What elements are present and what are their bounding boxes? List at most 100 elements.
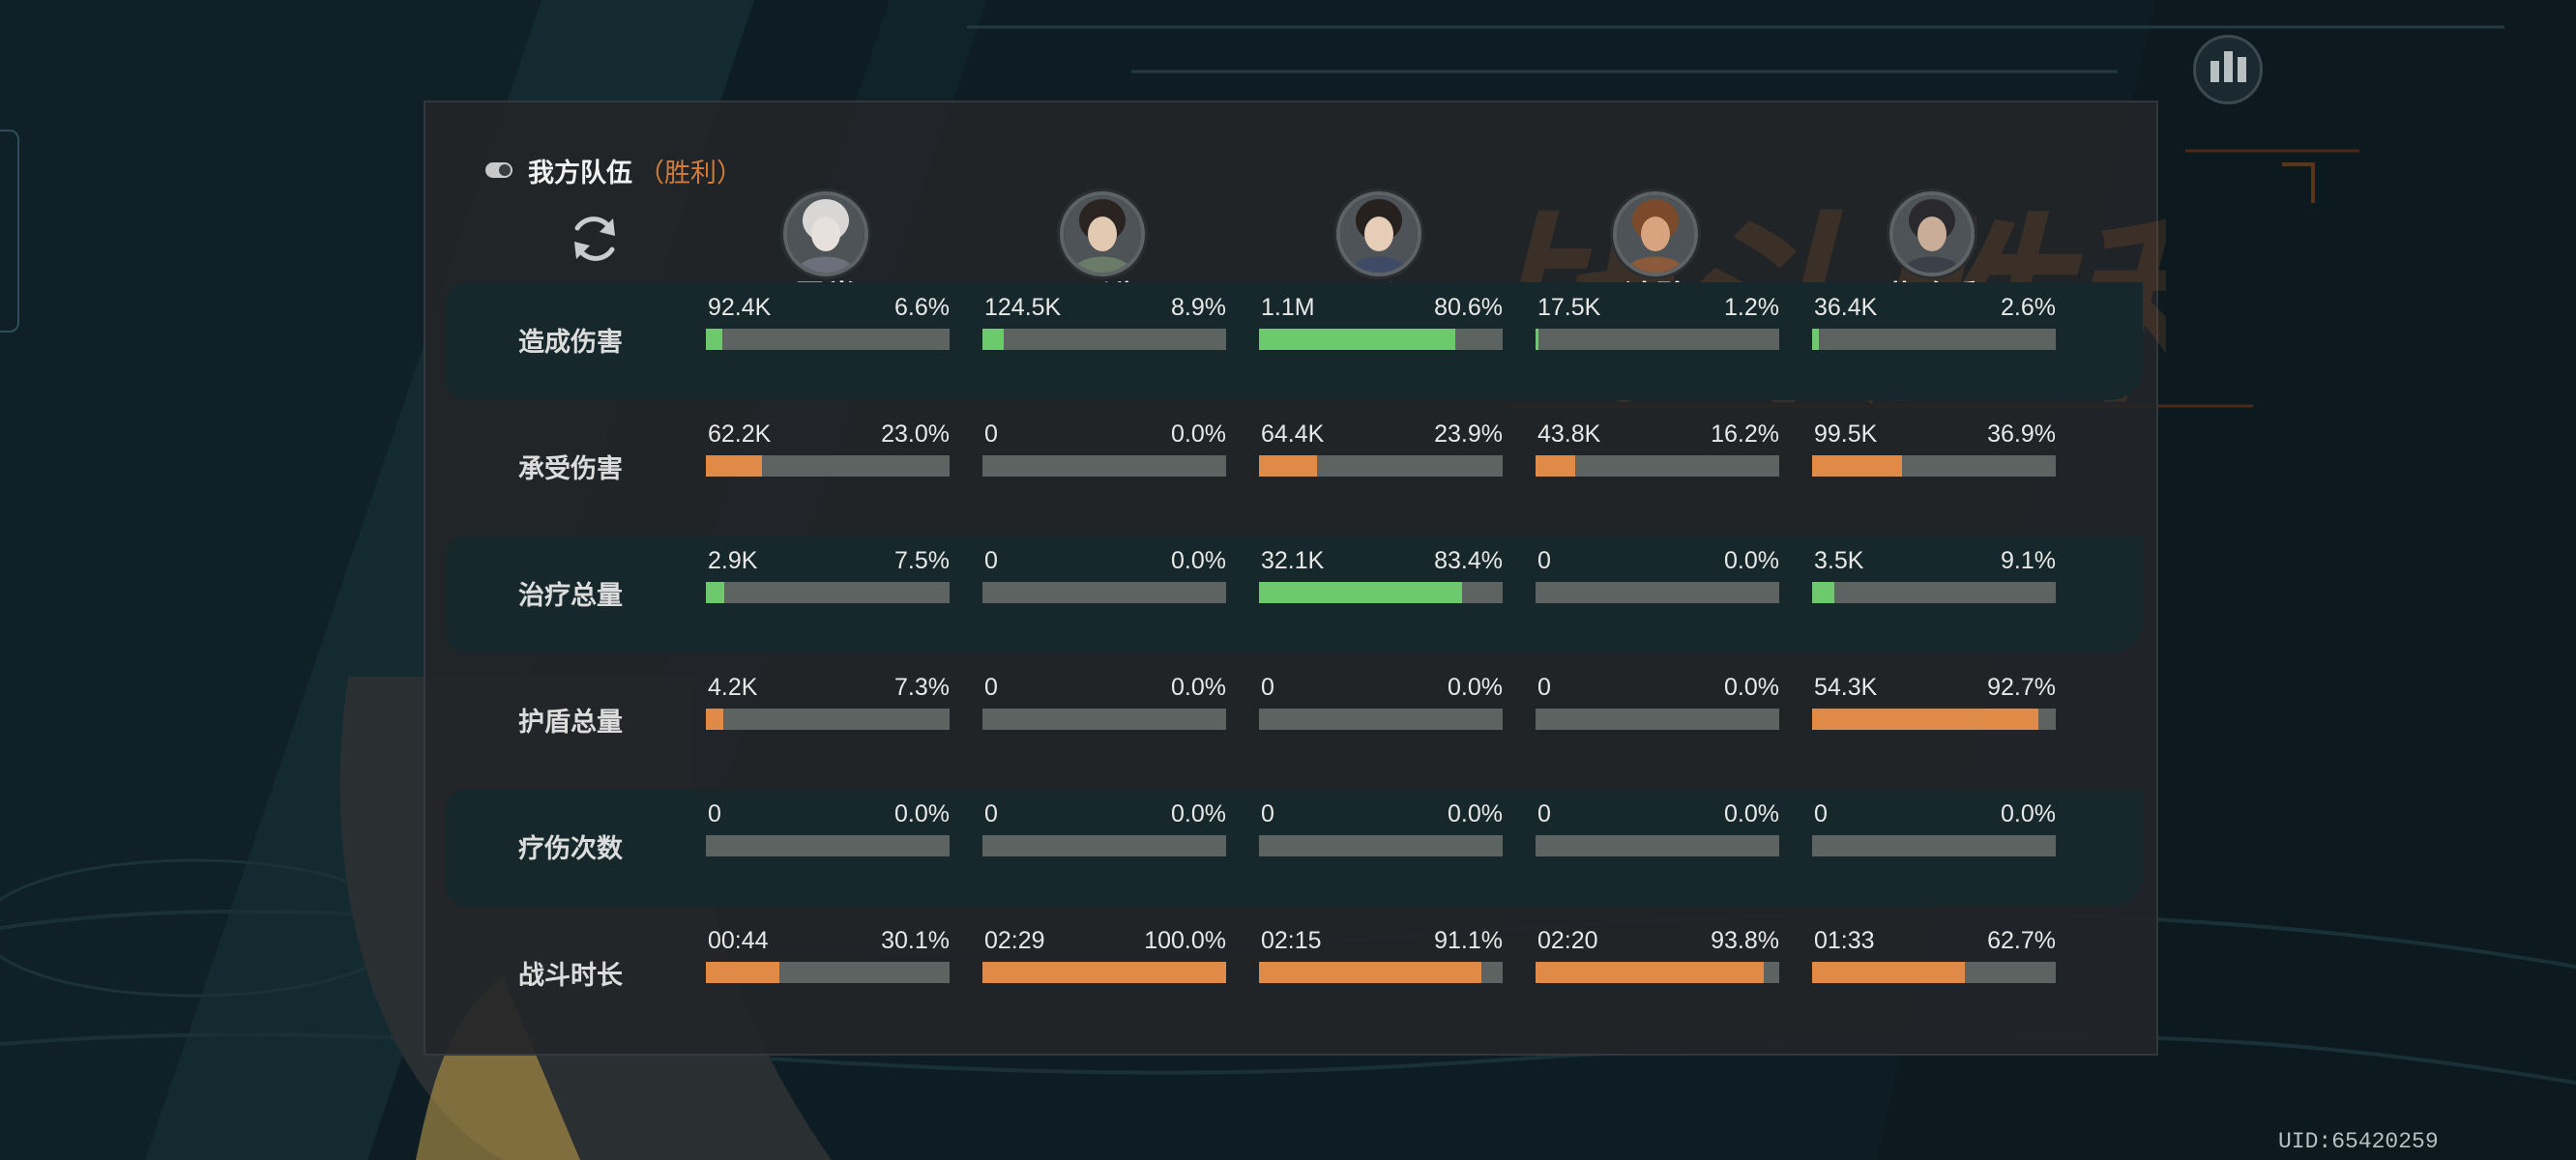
battle-stats-panel: 战斗胜利 我方队伍 （胜利） 霓裳灵湫屈心池鹭燕路重 造成伤害92.4K6.6%…: [424, 101, 2166, 1056]
stat-value: 0: [1261, 800, 1274, 827]
stat-cell: 1.1M 80.6%: [1259, 294, 1503, 350]
stat-value: 0: [1261, 674, 1274, 701]
stat-value: 4.2K: [708, 674, 758, 701]
stat-percent: 0.0%: [2001, 800, 2056, 827]
stat-bar-track: [1812, 835, 2056, 856]
stat-bar-fill: [1812, 329, 1819, 350]
stat-bar-fill: [1812, 962, 1965, 983]
stat-bar-track: [1259, 709, 1503, 730]
stat-percent: 100.0%: [1144, 927, 1226, 954]
stat-cell: 32.1K 83.4%: [1259, 547, 1503, 603]
stat-percent: 0.0%: [1724, 800, 1779, 827]
bar-chart-icon: [2210, 61, 2219, 82]
stat-bar-track: [1536, 329, 1779, 350]
hero-avatar[interactable]: [1336, 191, 1421, 276]
stat-percent: 2.6%: [2001, 294, 2056, 321]
stat-bar-fill: [1812, 709, 2038, 730]
stat-cell: 0 0.0%: [1812, 800, 2056, 856]
stat-bar-track: [706, 455, 950, 477]
stat-cell: 02:29 100.0%: [982, 927, 1226, 983]
stat-percent: 1.2%: [1724, 294, 1779, 321]
stat-value: 02:29: [984, 927, 1045, 954]
stat-bar-track: [1812, 455, 2056, 477]
stat-bar-track: [1812, 709, 2056, 730]
stat-value: 3.5K: [1814, 547, 1864, 574]
stat-value: 02:20: [1537, 927, 1598, 954]
stat-percent: 0.0%: [1171, 800, 1226, 827]
stat-bar-track: [1259, 329, 1503, 350]
uid-label: UID:65420259: [2278, 1129, 2439, 1154]
side-drawer-tab[interactable]: [0, 130, 19, 333]
stats-button[interactable]: [2193, 35, 2263, 104]
stat-value: 2.9K: [708, 547, 758, 574]
stat-value: 1.1M: [1261, 294, 1315, 321]
stat-value: 0: [1537, 800, 1551, 827]
stat-percent: 91.1%: [1434, 927, 1503, 954]
stat-value: 43.8K: [1537, 420, 1601, 448]
stat-row-label: 战斗时长: [518, 961, 623, 990]
stat-bar-track: [982, 582, 1226, 603]
stat-percent: 0.0%: [1171, 674, 1226, 701]
stat-cell: 01:33 62.7%: [1812, 927, 2056, 983]
stat-cell: 0 0.0%: [706, 800, 950, 856]
stat-value: 62.2K: [708, 420, 772, 448]
stat-cell: 02:15 91.1%: [1259, 927, 1503, 983]
stat-bar-track: [1259, 582, 1503, 603]
hero-avatar[interactable]: [1060, 191, 1145, 276]
stat-value: 0: [984, 547, 998, 574]
stat-cell: 02:20 93.8%: [1536, 927, 1779, 983]
stat-percent: 16.2%: [1711, 420, 1779, 448]
stat-value: 92.4K: [708, 294, 772, 321]
stat-row-label: 疗伤次数: [518, 834, 623, 863]
stat-percent: 8.9%: [1171, 294, 1226, 321]
stat-bar-fill: [1259, 962, 1481, 983]
hero-avatar[interactable]: [1889, 191, 1975, 276]
stat-cell: 3.5K 9.1%: [1812, 547, 2056, 603]
toggle-icon[interactable]: [485, 162, 512, 178]
stat-cell: 99.5K 36.9%: [1812, 420, 2056, 477]
stat-bar-fill: [1259, 329, 1455, 350]
stat-bar-fill: [1536, 962, 1764, 983]
stat-percent: 23.9%: [1434, 420, 1503, 448]
stat-percent: 0.0%: [1448, 800, 1503, 827]
stat-bar-fill: [1812, 455, 1902, 477]
stat-value: 02:15: [1261, 927, 1322, 954]
stat-value: 54.3K: [1814, 674, 1878, 701]
stat-percent: 6.6%: [894, 294, 950, 321]
stat-bar-fill: [1259, 455, 1317, 477]
stat-percent: 9.1%: [2001, 547, 2056, 574]
team-name: 我方队伍: [528, 158, 632, 188]
stat-percent: 0.0%: [894, 800, 950, 827]
stat-bar-fill: [706, 962, 779, 983]
stat-value: 00:44: [708, 927, 769, 954]
stat-row-label: 治疗总量: [518, 581, 623, 610]
stat-bar-track: [706, 329, 950, 350]
hero-avatar[interactable]: [1613, 191, 1698, 276]
stat-value: 0: [984, 420, 998, 448]
stat-value: 0: [1814, 800, 1828, 827]
stat-bar-track: [706, 962, 950, 983]
stat-cell: 0 0.0%: [982, 547, 1226, 603]
stat-bar-track: [706, 582, 950, 603]
stat-percent: 7.3%: [894, 674, 950, 701]
stat-percent: 0.0%: [1448, 674, 1503, 701]
stat-cell: 124.5K 8.9%: [982, 294, 1226, 350]
stat-bar-track: [1259, 455, 1503, 477]
stat-row-label: 护盾总量: [518, 708, 623, 737]
stat-value: 64.4K: [1261, 420, 1325, 448]
stat-cell: 4.2K 7.3%: [706, 674, 950, 730]
stat-cell: 43.8K 16.2%: [1536, 420, 1779, 477]
stat-percent: 36.9%: [1987, 420, 2056, 448]
hero-avatar[interactable]: [783, 191, 868, 276]
stat-value: 99.5K: [1814, 420, 1878, 448]
stat-row-label: 造成伤害: [518, 328, 623, 357]
stat-percent: 83.4%: [1434, 547, 1503, 574]
refresh-icon[interactable]: [565, 209, 625, 269]
stat-value: 0: [984, 674, 998, 701]
stat-cell: 0 0.0%: [982, 800, 1226, 856]
stat-bar-track: [1812, 962, 2056, 983]
stat-value: 0: [1537, 547, 1551, 574]
stat-bar-fill: [982, 962, 1226, 983]
stat-cell: 17.5K 1.2%: [1536, 294, 1779, 350]
stat-percent: 0.0%: [1171, 547, 1226, 574]
